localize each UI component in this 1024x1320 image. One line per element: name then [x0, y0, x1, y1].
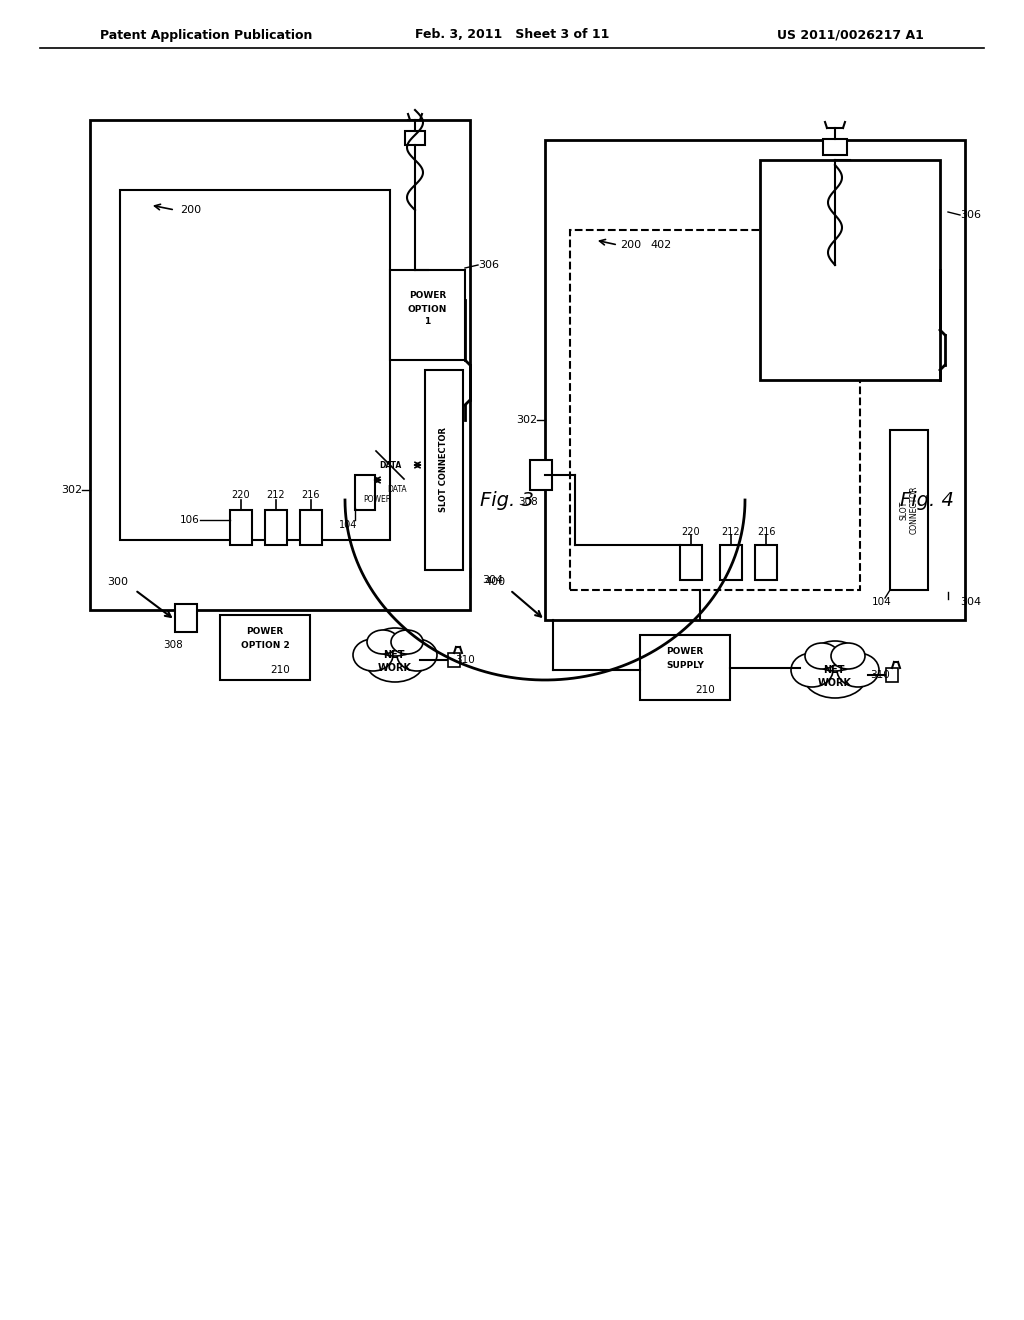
Bar: [175, 605, 197, 632]
Text: 304: 304: [482, 576, 503, 585]
Text: 104: 104: [339, 520, 357, 531]
Text: POWER: POWER: [409, 290, 446, 300]
Ellipse shape: [391, 630, 423, 653]
Text: 106: 106: [180, 515, 200, 525]
Text: 1: 1: [424, 318, 431, 326]
Ellipse shape: [791, 653, 833, 686]
Bar: [760, 160, 940, 380]
Bar: [823, 139, 847, 154]
Text: 220: 220: [231, 490, 250, 500]
Ellipse shape: [397, 639, 437, 671]
Text: 200: 200: [180, 205, 201, 215]
Text: 212: 212: [722, 527, 740, 537]
Text: DATA: DATA: [388, 486, 408, 495]
Bar: [265, 510, 287, 545]
Text: 310: 310: [455, 655, 475, 665]
Text: NET-: NET-: [823, 665, 847, 675]
Ellipse shape: [353, 639, 393, 671]
Text: 210: 210: [695, 685, 715, 696]
Text: Feb. 3, 2011   Sheet 3 of 11: Feb. 3, 2011 Sheet 3 of 11: [415, 29, 609, 41]
Text: 308: 308: [163, 640, 183, 649]
Ellipse shape: [812, 642, 858, 671]
Text: NET-: NET-: [383, 649, 408, 660]
Text: SLOT CONNECTOR: SLOT CONNECTOR: [439, 428, 449, 512]
Bar: [545, 140, 965, 620]
Text: DATA: DATA: [379, 461, 401, 470]
Bar: [390, 271, 465, 360]
Ellipse shape: [831, 643, 865, 669]
Text: POWER: POWER: [667, 648, 703, 656]
Ellipse shape: [373, 628, 417, 656]
Text: 216: 216: [302, 490, 321, 500]
Bar: [406, 131, 425, 145]
Text: Fig. 3: Fig. 3: [480, 491, 534, 510]
Bar: [300, 510, 322, 545]
Bar: [530, 459, 552, 490]
Text: US 2011/0026217 A1: US 2011/0026217 A1: [777, 29, 924, 41]
Text: 220: 220: [682, 527, 700, 537]
Ellipse shape: [837, 653, 879, 686]
Bar: [720, 545, 742, 579]
Bar: [886, 668, 898, 682]
Text: 402: 402: [650, 240, 672, 249]
Text: 104: 104: [872, 597, 892, 607]
Text: OPTION 2: OPTION 2: [241, 640, 290, 649]
Bar: [449, 653, 460, 667]
Bar: [640, 635, 730, 700]
Text: 212: 212: [266, 490, 286, 500]
Text: WORK: WORK: [378, 663, 412, 673]
Text: 216: 216: [757, 527, 775, 537]
Text: POWER: POWER: [247, 627, 284, 636]
Bar: [90, 120, 470, 610]
Ellipse shape: [803, 652, 867, 698]
Text: 400: 400: [484, 577, 506, 587]
Bar: [120, 190, 390, 540]
Text: OPTION: OPTION: [408, 305, 447, 314]
Bar: [890, 430, 928, 590]
Text: 200: 200: [620, 240, 641, 249]
Text: 306: 306: [961, 210, 981, 220]
Text: 310: 310: [870, 671, 890, 680]
Text: 302: 302: [516, 414, 538, 425]
Text: WORK: WORK: [818, 678, 852, 688]
Text: SUPPLY: SUPPLY: [666, 660, 703, 669]
Bar: [220, 615, 310, 680]
Text: 308: 308: [518, 498, 538, 507]
Text: Patent Application Publication: Patent Application Publication: [100, 29, 312, 41]
Bar: [755, 545, 777, 579]
Bar: [230, 510, 252, 545]
Bar: [355, 475, 375, 510]
Text: 306: 306: [478, 260, 499, 271]
Text: 210: 210: [270, 665, 290, 675]
Ellipse shape: [365, 638, 425, 682]
Text: POWER: POWER: [364, 495, 391, 504]
Bar: [425, 370, 463, 570]
Bar: [680, 545, 702, 579]
Text: 300: 300: [108, 577, 128, 587]
Bar: [570, 230, 860, 590]
Text: SLOT
CONNECTOR: SLOT CONNECTOR: [899, 486, 919, 535]
Text: 304: 304: [961, 597, 981, 607]
Ellipse shape: [367, 630, 399, 653]
Text: 302: 302: [61, 484, 83, 495]
Text: Fig. 4: Fig. 4: [900, 491, 954, 510]
Ellipse shape: [805, 643, 839, 669]
